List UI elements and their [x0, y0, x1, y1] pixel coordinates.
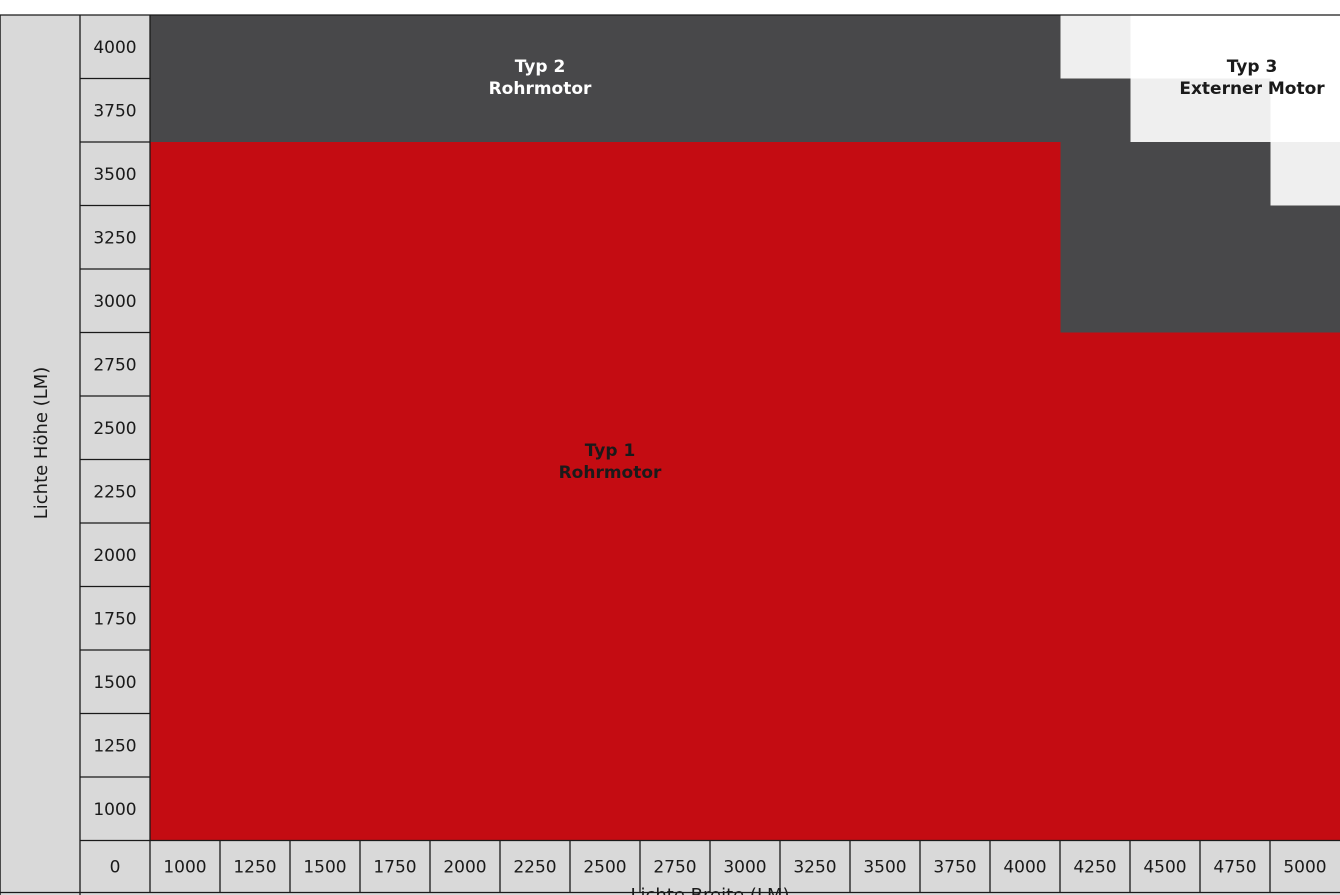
zone-typ1-cell	[640, 142, 711, 841]
grid-layer	[0, 14, 1340, 895]
x-tick-label: 1000	[163, 858, 206, 878]
zone-typ1-cell	[150, 142, 221, 841]
x-tick-row	[150, 840, 1340, 893]
y-label-column	[0, 15, 80, 895]
x-tick-label: 5000	[1283, 858, 1326, 878]
zone-typ1-cell	[1060, 332, 1131, 841]
zone-typ1-cell	[290, 142, 361, 841]
zone-typ1-cell	[990, 142, 1061, 841]
axis-cells-layer	[0, 15, 1340, 895]
labels-layer: 4000 3750 3500 3250 3000 2750 2500 2250 2000 1750…	[31, 38, 1327, 895]
zone-typ1-cell	[1130, 332, 1201, 841]
zone-typ1-cell	[430, 142, 501, 841]
y-tick-label: 1250	[93, 736, 136, 756]
x-tick-label: 4000	[1003, 858, 1046, 878]
x-tick-label: 0	[110, 858, 121, 878]
x-tick-label: 1750	[373, 858, 416, 878]
y-tick-label: 2000	[93, 546, 136, 566]
y-axis-label: Lichte Höhe (LM)	[31, 367, 52, 520]
zone-typ1-cell	[1270, 332, 1340, 841]
y-tick-label: 2750	[93, 355, 136, 375]
x-tick-label: 4500	[1143, 858, 1186, 878]
y-tick-label: 4000	[93, 38, 136, 58]
y-tick-column	[80, 15, 150, 893]
x-tick-label: 2250	[513, 858, 556, 878]
zone-typ2-label-line2: Rohrmotor	[489, 79, 592, 99]
x-tick-label: 3250	[793, 858, 836, 878]
y-tick-label: 2250	[93, 482, 136, 502]
zone-typ1-cell	[920, 142, 991, 841]
zone-typ1-cell	[1200, 332, 1271, 841]
y-tick-label: 3750	[93, 101, 136, 121]
x-tick-label: 1500	[303, 858, 346, 878]
zone-typ1-label-line1: Typ 1	[585, 441, 636, 461]
x-tick-label: 4750	[1213, 858, 1256, 878]
zone-typ1-cell	[500, 142, 571, 841]
zone-typ2-label-line1: Typ 2	[515, 57, 566, 77]
y-tick-label: 2500	[93, 419, 136, 439]
zone-typ1-cell	[570, 142, 641, 841]
x-tick-label: 3000	[723, 858, 766, 878]
x-axis-label: Lichte Breite (LM)	[630, 885, 789, 895]
zone-typ1-cell	[780, 142, 851, 841]
y-tick-label: 1500	[93, 673, 136, 693]
x-tick-label: 4250	[1073, 858, 1116, 878]
x-label-row	[80, 892, 1340, 895]
zone-typ1-cell	[360, 142, 431, 841]
x-tick-label: 3750	[933, 858, 976, 878]
y-tick-label: 1750	[93, 609, 136, 629]
x-tick-label: 2500	[583, 858, 626, 878]
zone-typ1-cell	[710, 142, 781, 841]
x-tick-label: 1250	[233, 858, 276, 878]
y-tick-label: 1000	[93, 800, 136, 820]
zone-typ1-label-line2: Rohrmotor	[559, 463, 662, 483]
zone-typ1-cell	[220, 142, 291, 841]
zone-typ3-label-line1: Typ 3	[1227, 57, 1278, 77]
y-tick-label: 3250	[93, 228, 136, 248]
zones-layer	[150, 15, 1340, 841]
x-tick-label: 2000	[443, 858, 486, 878]
x-tick-label: 3500	[863, 858, 906, 878]
zone-typ3-label-line2: Externer Motor	[1179, 79, 1325, 99]
zone-typ1-cell	[850, 142, 921, 841]
y-tick-label: 3000	[93, 292, 136, 312]
y-tick-label: 3500	[93, 165, 136, 185]
x-tick-label: 2750	[653, 858, 696, 878]
